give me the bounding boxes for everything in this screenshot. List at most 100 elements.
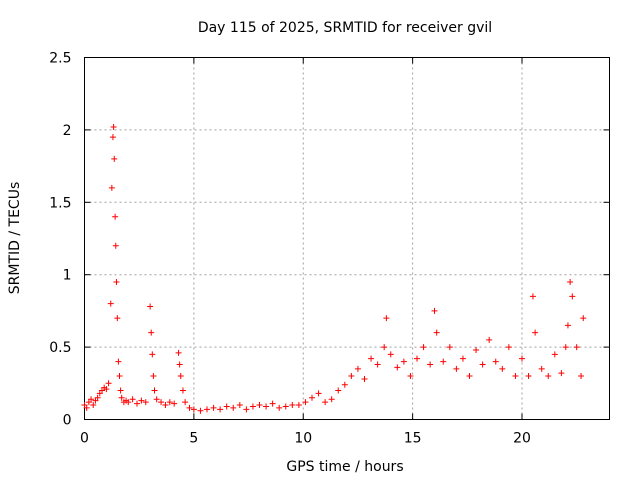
data-point — [113, 278, 120, 285]
data-point — [479, 361, 486, 368]
data-point — [383, 315, 390, 322]
data-point — [309, 394, 315, 401]
data-point — [182, 399, 189, 406]
data-point — [269, 400, 276, 407]
data-point — [243, 406, 250, 413]
data-point — [118, 394, 125, 401]
data-point — [210, 404, 217, 411]
data-point — [112, 242, 119, 249]
data-point — [486, 336, 493, 343]
data-point — [322, 399, 329, 406]
data-point — [335, 387, 342, 394]
data-point — [394, 364, 401, 371]
data-point — [217, 406, 224, 413]
data-point — [562, 344, 569, 351]
data-point — [573, 344, 580, 351]
data-point — [525, 373, 532, 380]
data-point — [276, 404, 283, 411]
x-tick-label: 5 — [189, 431, 198, 447]
y-tick-label: 2.5 — [49, 51, 71, 67]
data-point — [256, 402, 263, 409]
data-point — [387, 351, 394, 358]
grid — [84, 57, 610, 420]
data-point — [569, 293, 576, 300]
data-point — [459, 355, 466, 362]
data-point — [407, 373, 414, 380]
data-point — [230, 404, 237, 411]
data-point — [466, 373, 473, 380]
data-point — [158, 399, 165, 406]
data-point — [90, 402, 97, 409]
data-point — [116, 373, 123, 380]
data-point — [492, 358, 499, 365]
data-point — [177, 373, 184, 380]
data-point — [249, 403, 256, 410]
data-point — [499, 365, 506, 372]
data-point — [446, 344, 453, 351]
data-point — [545, 373, 552, 380]
data-point — [341, 381, 348, 388]
data-point — [107, 300, 114, 307]
data-point — [88, 396, 95, 403]
data-point — [453, 365, 460, 372]
data-point — [166, 399, 173, 406]
data-point — [179, 387, 186, 394]
data-point — [368, 355, 375, 362]
data-point — [433, 329, 440, 336]
data-point — [103, 386, 110, 393]
data-point — [374, 361, 381, 368]
data-point — [512, 373, 519, 380]
data-point — [176, 361, 183, 368]
y-tick-label: 1 — [63, 268, 72, 284]
data-point — [361, 375, 368, 382]
data-point — [354, 365, 361, 372]
data-point — [315, 390, 322, 397]
x-axis-label: GPS time / hours — [286, 459, 403, 475]
chart-title: Day 115 of 2025, SRMTID for receiver gvi… — [198, 20, 492, 36]
data-point — [108, 184, 115, 191]
data-point — [83, 404, 90, 411]
data-point — [263, 403, 270, 410]
data-point — [147, 303, 154, 310]
data-point — [142, 399, 149, 406]
data-point — [427, 361, 434, 368]
data-point — [112, 213, 119, 220]
data-points — [81, 124, 587, 414]
data-point — [138, 397, 145, 404]
data-point — [282, 403, 289, 410]
data-point — [567, 278, 574, 285]
y-tick-label: 1.5 — [49, 195, 71, 211]
data-point — [134, 400, 140, 407]
data-point — [153, 396, 160, 403]
data-point — [223, 403, 230, 410]
data-point — [175, 349, 182, 356]
data-point — [111, 155, 118, 162]
data-point — [381, 344, 388, 351]
data-point — [578, 373, 585, 380]
data-point — [150, 373, 157, 380]
data-point — [105, 380, 112, 387]
data-point — [204, 406, 210, 413]
x-tick-label: 15 — [404, 431, 422, 447]
data-point — [151, 387, 158, 394]
data-point — [289, 402, 296, 409]
data-point — [236, 402, 243, 409]
data-point — [94, 394, 101, 401]
data-point — [538, 365, 545, 372]
data-point — [580, 315, 587, 322]
data-point — [162, 402, 169, 409]
x-tick-label: 20 — [513, 431, 531, 447]
data-point — [148, 329, 155, 336]
data-point — [197, 407, 204, 414]
data-point — [295, 402, 302, 409]
data-point — [110, 124, 117, 131]
axis-ticks: 0 5 10 15 20 0 0.5 1 1.5 2 2.5 — [49, 51, 610, 447]
data-point — [532, 329, 539, 336]
data-point — [117, 387, 124, 394]
data-point — [125, 399, 132, 406]
y-axis-label: SRMTID / TECUs — [7, 182, 23, 295]
data-point — [109, 134, 116, 141]
data-point — [186, 404, 193, 411]
data-point — [115, 358, 122, 365]
